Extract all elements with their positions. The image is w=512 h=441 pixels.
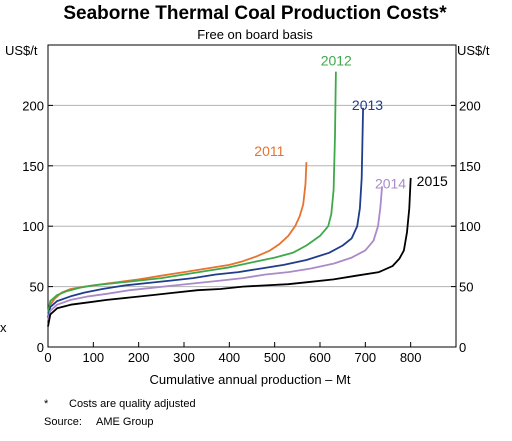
x-tick-label: 400 bbox=[218, 350, 240, 365]
y-tick-label-right: 0 bbox=[459, 340, 466, 355]
series-line-2015 bbox=[47, 177, 412, 327]
x-tick-label: 200 bbox=[128, 350, 150, 365]
gridlines bbox=[48, 104, 456, 288]
series-line-2012 bbox=[47, 71, 337, 314]
y-unit-right: US$/t bbox=[457, 43, 490, 58]
x-axis-label: Cumulative annual production – Mt bbox=[150, 372, 351, 387]
x-ticks: 0 100 200 300 400 500 600 700 800 bbox=[44, 342, 422, 365]
y-tick-label-left: 0 bbox=[37, 340, 44, 355]
y-tick-label-left: 150 bbox=[22, 159, 44, 174]
x-tick-label: 100 bbox=[82, 350, 104, 365]
series-label-2013: 2013 bbox=[352, 97, 383, 113]
y-ticks: 0 0 50 50 100 100 150 150 200 200 bbox=[22, 98, 480, 355]
y-tick-label-left: 100 bbox=[22, 219, 44, 234]
series-label-2014: 2014 bbox=[375, 175, 406, 191]
series-label-2012: 2012 bbox=[321, 53, 352, 69]
plot-frame bbox=[47, 44, 457, 348]
x-tick-label: 300 bbox=[173, 350, 195, 365]
x-tick-label: 0 bbox=[44, 350, 51, 365]
footnote-marker: * bbox=[44, 398, 49, 410]
chart-title: Seaborne Thermal Coal Production Costs* bbox=[63, 3, 447, 24]
series-line-2013 bbox=[47, 107, 364, 319]
stray-mark: x bbox=[0, 320, 7, 335]
y-unit-left: US$/t bbox=[5, 43, 38, 58]
chart-subtitle: Free on board basis bbox=[197, 27, 313, 42]
series-labels: 2011 2012 2013 2014 2015 bbox=[254, 53, 448, 192]
x-tick-label: 800 bbox=[400, 350, 422, 365]
y-tick-label-right: 150 bbox=[459, 159, 481, 174]
source-text: AME Group bbox=[96, 416, 154, 428]
series-line-2011 bbox=[47, 162, 308, 317]
y-tick-label-left: 50 bbox=[30, 280, 44, 295]
x-tick-label: 600 bbox=[309, 350, 331, 365]
series-label-2015: 2015 bbox=[417, 173, 448, 189]
y-tick-label-right: 100 bbox=[459, 219, 481, 234]
y-tick-label-left: 200 bbox=[22, 98, 44, 113]
footnote-text: Costs are quality adjusted bbox=[69, 398, 196, 410]
y-tick-label-right: 200 bbox=[459, 98, 481, 113]
x-tick-label: 700 bbox=[354, 350, 376, 365]
y-tick-label-right: 50 bbox=[459, 280, 473, 295]
x-tick-label: 500 bbox=[264, 350, 286, 365]
series-label-2011: 2011 bbox=[254, 143, 284, 159]
series-line-2014 bbox=[47, 186, 383, 321]
series-lines bbox=[47, 71, 412, 327]
source-label: Source: bbox=[44, 416, 82, 428]
